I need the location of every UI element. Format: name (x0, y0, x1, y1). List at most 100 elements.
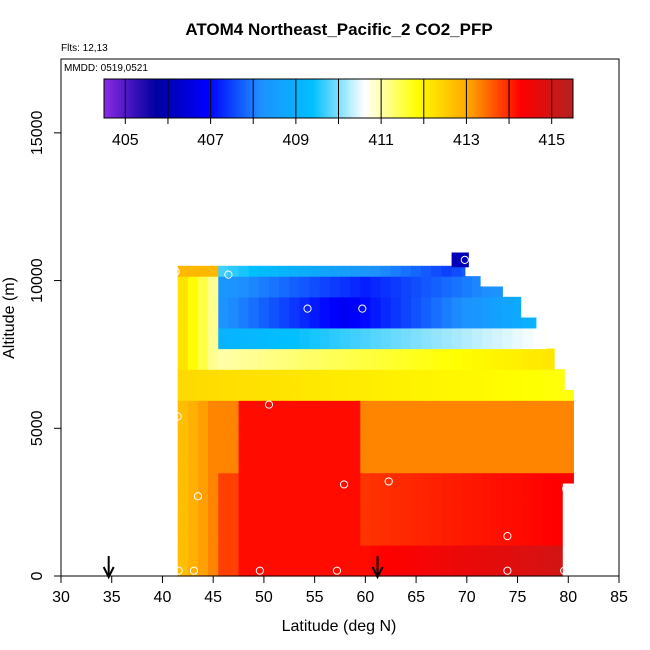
colorbar-segment (323, 79, 327, 118)
field-cell (390, 358, 402, 370)
field-cell (512, 441, 524, 453)
field-cell (309, 369, 321, 381)
colorbar-segment (389, 79, 393, 118)
y-tick-label: 5000 (29, 410, 46, 446)
field-cell (177, 524, 189, 536)
colorbar-segment (381, 79, 384, 118)
field-cell (218, 482, 229, 494)
colorbar-segment (246, 79, 250, 118)
field-cell (289, 296, 301, 308)
field-cell (279, 420, 290, 432)
field-cell (400, 265, 412, 277)
field-cell (218, 565, 229, 577)
colorbar-segment (127, 79, 131, 118)
field-cell (390, 431, 402, 443)
field-cell (360, 369, 372, 381)
field-cell (248, 286, 260, 298)
field-cell (279, 472, 290, 484)
field-cell (400, 296, 412, 308)
colorbar-segment (302, 79, 305, 118)
sample-point (173, 412, 182, 421)
field-cell (309, 327, 321, 339)
field-cell (218, 441, 229, 453)
field-cell (390, 565, 402, 577)
field-cell (542, 441, 554, 453)
field-cell (370, 317, 382, 329)
colorbar-segment (263, 79, 267, 118)
field-cell (248, 565, 260, 577)
field-cell (329, 493, 341, 505)
field-cell (522, 544, 534, 556)
sample-point (303, 304, 312, 313)
field-cell (208, 307, 219, 319)
field-cell (482, 451, 493, 463)
field-cell (228, 524, 240, 536)
field-cell (563, 410, 574, 422)
field-cell (431, 503, 443, 515)
field-cell (268, 462, 280, 474)
colorbar-segment (108, 79, 111, 118)
field-cell (502, 410, 514, 422)
field-cell (350, 307, 361, 319)
field-cell (390, 555, 402, 567)
field-cell (370, 369, 382, 381)
colorbar-segment (477, 79, 480, 118)
field-cell (238, 400, 250, 412)
field-cell (319, 555, 331, 567)
field-cell (218, 265, 229, 277)
field-cell (492, 338, 503, 350)
field-cell (421, 420, 432, 432)
field-cell (329, 276, 341, 288)
field-cell (177, 317, 189, 329)
field-cell (532, 369, 544, 381)
field-cell (522, 462, 534, 474)
field-cell (309, 565, 321, 577)
colorbar-segment (436, 79, 440, 118)
field-cell (380, 369, 392, 381)
field-cell (411, 544, 422, 556)
field-cell (400, 472, 412, 484)
field-cell (532, 400, 544, 412)
field-cell (431, 482, 443, 494)
field-cell (542, 338, 547, 350)
field-cell (390, 472, 402, 484)
field-cell (319, 544, 331, 556)
field-cell (522, 358, 534, 370)
field-cell (309, 503, 321, 515)
field-cell (197, 338, 209, 350)
colorbar-segment (129, 79, 133, 118)
field-cell (512, 400, 524, 412)
field-cell (309, 544, 321, 556)
field-cell (258, 555, 270, 567)
field-cell (289, 493, 301, 505)
field-cell (421, 431, 432, 443)
colorbar-segment (468, 79, 472, 118)
field-cell (299, 265, 311, 277)
field-cell (350, 420, 361, 432)
colorbar-segment (383, 79, 386, 118)
colorbar-segment (110, 79, 114, 118)
field-cell (279, 565, 290, 577)
field-cell (228, 534, 240, 546)
x-tick-label: 85 (610, 589, 628, 606)
field-cell (370, 544, 382, 556)
field-cell (542, 524, 554, 536)
field-cell (187, 400, 199, 412)
colorbar-segment (521, 79, 525, 118)
field-cell (248, 482, 260, 494)
field-cell (492, 410, 503, 422)
field-cell (553, 410, 564, 422)
field-cell (482, 493, 493, 505)
field-cell (512, 410, 524, 422)
field-cell (289, 431, 301, 443)
field-cell (187, 420, 199, 432)
field-cell (177, 410, 189, 422)
field-cell (319, 524, 331, 536)
field-cell (197, 410, 209, 422)
field-cell (289, 565, 301, 577)
field-cell (542, 369, 554, 381)
colorbar-segment (430, 79, 433, 118)
field-cell (431, 410, 443, 422)
field-cell (482, 358, 493, 370)
field-cell (502, 472, 514, 484)
